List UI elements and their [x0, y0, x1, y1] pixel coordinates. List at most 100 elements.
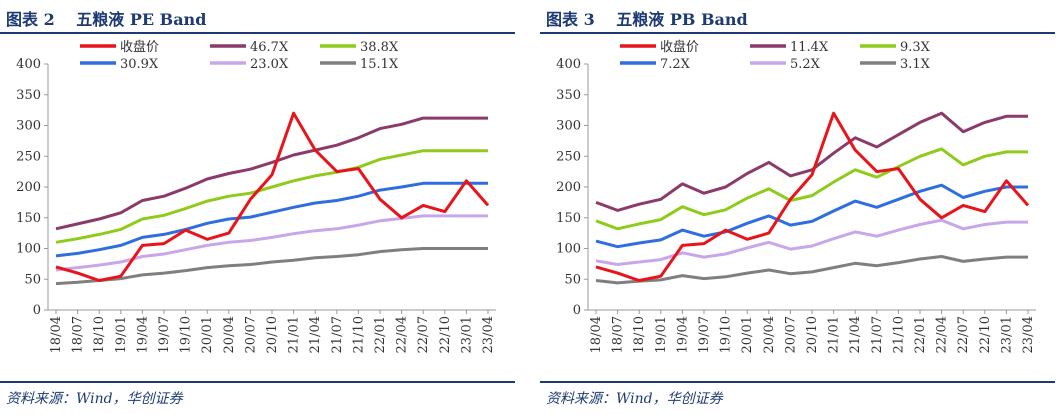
- x-tick-label: 22/07: [416, 316, 431, 353]
- x-tick-label: 22/07: [956, 316, 971, 353]
- band-1-line: [55, 116, 488, 231]
- band-5-line: [55, 247, 488, 286]
- y-tick-label: 100: [556, 242, 581, 257]
- y-tick-label: 0: [573, 303, 581, 318]
- x-tick-label: 19/07: [697, 316, 712, 353]
- x-tick-label: 20/07: [243, 316, 258, 353]
- x-tick-label: 18/10: [632, 316, 647, 353]
- legend-label: 9.3X: [900, 40, 931, 55]
- x-tick-label: 19/01: [654, 316, 669, 353]
- band-3-line: [55, 181, 488, 258]
- y-tick-label: 150: [16, 211, 41, 226]
- x-tick-label: 19/04: [675, 316, 690, 353]
- y-tick-label: 350: [16, 88, 41, 103]
- x-tick-label: 19/01: [114, 316, 129, 353]
- band-4-line: [595, 218, 1028, 266]
- x-tick-label: 21/04: [308, 316, 323, 353]
- y-tick-label: 50: [564, 272, 581, 287]
- legend-label: 3.1X: [900, 57, 931, 72]
- title-rule: [0, 32, 515, 34]
- y-tick-label: 400: [16, 57, 41, 72]
- figure-title: 图表 3 五粮液 PB Band: [546, 6, 764, 30]
- x-tick-label: 22/04: [395, 316, 410, 353]
- x-tick-label: 20/04: [762, 316, 777, 353]
- x-tick-label: 22/10: [978, 316, 993, 353]
- x-tick-label: 18/04: [589, 316, 604, 353]
- title-rule: [540, 32, 1055, 34]
- y-tick-label: 300: [16, 119, 41, 134]
- y-tick-label: 200: [556, 180, 581, 195]
- legend-label: 7.2X: [660, 57, 691, 72]
- x-tick-label: 21/01: [827, 316, 842, 353]
- y-tick-label: 150: [556, 211, 581, 226]
- x-tick-label: 22/10: [438, 316, 453, 353]
- x-tick-label: 18/10: [92, 316, 107, 353]
- pb-band-panel: 图表 3 五粮液 PB Band 0 50 100 150 200 250 300 350 40…: [540, 0, 1060, 415]
- x-tick-label: 21/10: [351, 316, 366, 353]
- y-tick-label: 50: [24, 272, 41, 287]
- x-tick-label: 20/01: [740, 316, 755, 353]
- x-tick-label: 18/07: [611, 316, 626, 353]
- x-tick-label: 20/10: [805, 316, 820, 353]
- y-tick-label: 0: [33, 303, 41, 318]
- band-5-line: [595, 255, 1028, 285]
- close-price-line: [595, 111, 1030, 282]
- x-tick-label: 19/04: [135, 316, 150, 353]
- x-tick-label: 20/07: [783, 316, 798, 353]
- chart-title: 五粮液 PB Band: [616, 10, 748, 29]
- y-tick-label: 250: [16, 149, 41, 164]
- x-tick-label: 19/10: [179, 316, 194, 353]
- band-2-line: [595, 147, 1028, 231]
- y-tick-label: 300: [556, 119, 581, 134]
- x-tick-label: 23/04: [481, 316, 496, 353]
- x-tick-label: 21/07: [870, 316, 885, 353]
- y-tick-label: 250: [556, 149, 581, 164]
- chart-title: 五粮液 PE Band: [76, 10, 207, 29]
- band-2-line: [55, 149, 488, 244]
- x-tick-label: 21/07: [330, 316, 345, 353]
- legend-label: 38.8X: [360, 40, 399, 55]
- pe-band-panel: 图表 2 五粮液 PE Band 0 50 100 150 200 250 300 350 40…: [0, 0, 520, 415]
- x-tick-label: 22/01: [913, 316, 928, 353]
- pb-band-chart: 0 50 100 150 200 250 300 350 400 18/04 18/07 18/10 1…: [556, 39, 1036, 353]
- figure-label: 图表 2: [6, 10, 55, 29]
- source-rule: [0, 381, 515, 383]
- band-3-line: [595, 183, 1028, 249]
- source-note: 资料来源：Wind，华创证券: [546, 391, 723, 407]
- x-tick-label: 20/04: [222, 316, 237, 353]
- x-tick-label: 21/01: [287, 316, 302, 353]
- figure-label: 图表 3: [546, 10, 595, 29]
- x-tick-label: 23/01: [999, 316, 1014, 353]
- legend-label: 5.2X: [790, 57, 821, 72]
- x-tick-label: 18/04: [49, 316, 64, 353]
- close-price-line: [55, 111, 490, 282]
- legend-label: 23.0X: [250, 57, 289, 72]
- legend-label: 46.7X: [250, 40, 289, 55]
- x-tick-label: 19/10: [719, 316, 734, 353]
- x-tick-label: 21/10: [891, 316, 906, 353]
- x-tick-label: 19/07: [157, 316, 172, 353]
- x-tick-label: 22/01: [373, 316, 388, 353]
- source-rule: [540, 381, 1055, 383]
- x-tick-label: 22/04: [935, 316, 950, 353]
- x-tick-label: 21/04: [848, 316, 863, 353]
- pe-band-chart: 0 50 100 150 200 250 300 350 400 18/04 18/07 18/10 1…: [16, 39, 496, 353]
- source-note: 资料来源：Wind，华创证券: [6, 391, 183, 407]
- x-tick-label: 20/10: [265, 316, 280, 353]
- legend-label: 收盘价: [120, 39, 159, 55]
- x-tick-label: 20/01: [200, 316, 215, 353]
- figure-title: 图表 2 五粮液 PE Band: [6, 6, 222, 30]
- y-tick-label: 400: [556, 57, 581, 72]
- legend-label: 30.9X: [120, 57, 159, 72]
- legend-label: 收盘价: [660, 39, 699, 55]
- y-tick-label: 350: [556, 88, 581, 103]
- y-tick-label: 200: [16, 180, 41, 195]
- legend-label: 15.1X: [360, 57, 399, 72]
- legend-label: 11.4X: [790, 40, 829, 55]
- x-tick-label: 18/07: [71, 316, 86, 353]
- band-1-line: [595, 111, 1028, 212]
- band-4-line: [55, 214, 488, 272]
- x-tick-label: 23/01: [459, 316, 474, 353]
- y-tick-label: 100: [16, 242, 41, 257]
- x-tick-label: 23/04: [1021, 316, 1036, 353]
